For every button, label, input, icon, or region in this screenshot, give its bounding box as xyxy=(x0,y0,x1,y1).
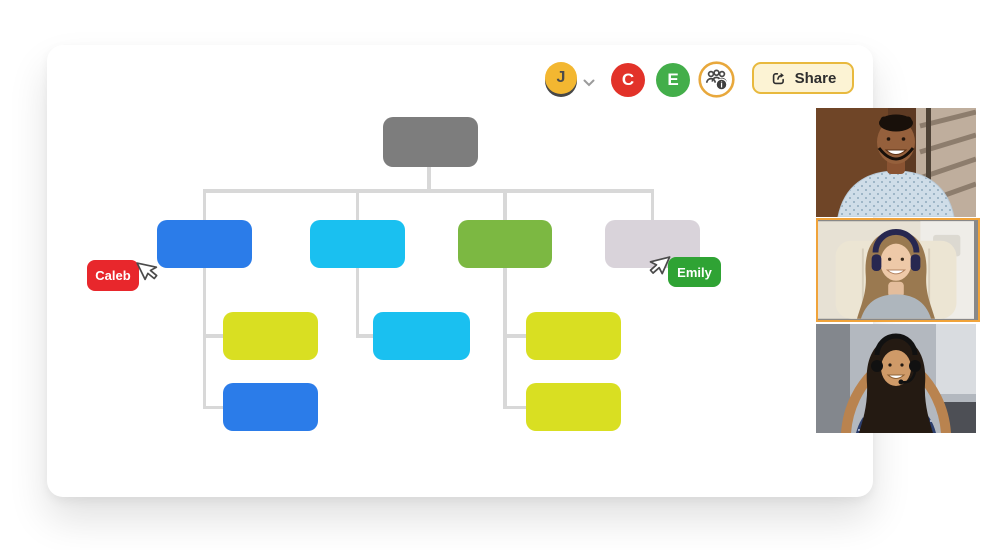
connector-line xyxy=(355,191,360,220)
collaborator-cursor-icon xyxy=(641,251,671,279)
org-chart-node-leaf-1-1[interactable] xyxy=(223,312,318,360)
cursor-name-tag: Emily xyxy=(668,257,721,287)
org-chart-node-root[interactable] xyxy=(383,117,478,167)
video-tile-participant-3[interactable] xyxy=(816,324,976,433)
org-chart-node-leaf-3-1[interactable] xyxy=(526,312,621,360)
chevron-down-icon[interactable] xyxy=(583,74,595,92)
org-chart-node-branch-2[interactable] xyxy=(310,220,405,268)
org-chart-node-leaf-3-2[interactable] xyxy=(526,383,621,431)
share-button[interactable]: Share xyxy=(752,62,854,94)
share-button-label: Share xyxy=(794,69,837,87)
collaborators-button[interactable]: i xyxy=(698,61,735,98)
org-chart-node-leaf-2-1[interactable] xyxy=(373,312,470,360)
connector-line xyxy=(503,267,507,409)
connector-line xyxy=(355,267,360,338)
whiteboard-canvas[interactable]: J C E i xyxy=(47,45,873,497)
collaborator-avatar-c[interactable]: C xyxy=(611,63,645,97)
people-group-info-icon: i xyxy=(698,61,735,98)
cursor-name-tag: Caleb xyxy=(87,260,139,291)
svg-text:i: i xyxy=(720,80,722,90)
org-chart-node-leaf-1-2[interactable] xyxy=(223,383,318,431)
video-tile-participant-1[interactable] xyxy=(816,108,976,217)
org-chart-node-branch-1[interactable] xyxy=(157,220,252,268)
connector-line xyxy=(202,405,224,409)
connector-line xyxy=(503,191,507,220)
connector-line xyxy=(503,405,527,409)
connector-line xyxy=(202,267,207,409)
connector-line xyxy=(427,166,431,190)
connector-line xyxy=(503,334,527,338)
connector-line xyxy=(650,191,655,220)
share-arrow-icon xyxy=(770,69,788,87)
connector-line xyxy=(355,334,374,338)
connector-line xyxy=(202,334,224,338)
user-avatar[interactable]: J xyxy=(545,62,577,94)
collaborator-cursor-icon xyxy=(135,254,163,284)
collaborator-avatar-e[interactable]: E xyxy=(656,63,690,97)
connector-line xyxy=(202,191,207,220)
org-chart-node-branch-3[interactable] xyxy=(458,220,552,268)
video-tile-participant-2-active-speaker[interactable] xyxy=(816,218,980,322)
connector-line xyxy=(202,189,655,193)
